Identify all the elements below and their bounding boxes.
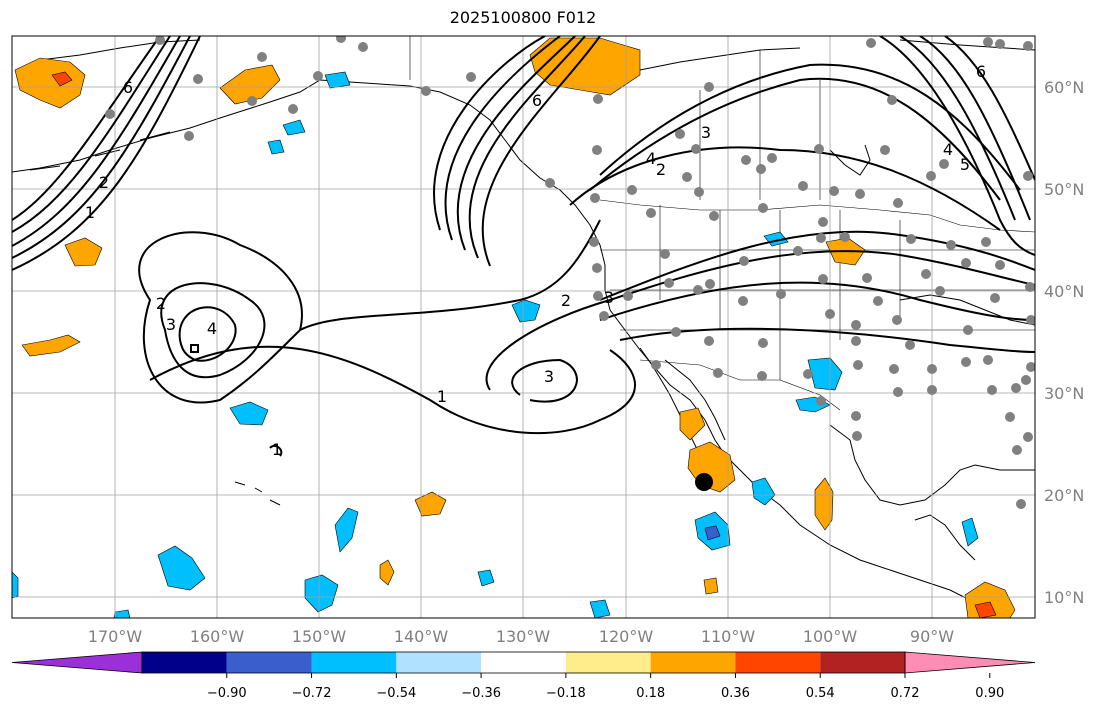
map-frame	[11, 35, 1036, 619]
colorbar-tick-label: 0.18	[636, 686, 665, 701]
colorbar-extend-min	[11, 651, 143, 674]
contour-label: 6	[532, 91, 542, 110]
contour-label: 3	[544, 367, 554, 386]
longitude-label: 140°W	[394, 627, 449, 646]
latitude-label: 20°N	[1044, 486, 1084, 505]
latitude-labels: 60°N 50°N 40°N 30°N 20°N 10°N	[1044, 78, 1084, 607]
colorbar-tick-label: 0.54	[806, 686, 835, 701]
longitude-label: 150°W	[292, 627, 347, 646]
colorbar-segment	[481, 652, 566, 673]
latitude-label: 30°N	[1044, 384, 1084, 403]
longitude-label: 90°W	[910, 627, 954, 646]
contour-label: 4	[207, 319, 217, 338]
map-title: 2025100800 F012	[449, 8, 597, 27]
contours	[12, 36, 1035, 457]
colorbar-tick-label: 0.72	[891, 686, 920, 701]
contour-label: 4	[646, 149, 656, 168]
longitude-label: 120°W	[599, 627, 654, 646]
colorbar-segment	[396, 652, 482, 673]
longitude-labels: 170°W 160°W 150°W 140°W 130°W 120°W 110°…	[88, 627, 954, 646]
colorbar-segment	[650, 652, 736, 673]
colorbar-segment	[226, 652, 312, 673]
colorbar-tick-label: −0.72	[292, 686, 332, 701]
longitude-label: 110°W	[701, 627, 756, 646]
colorbar-frame	[141, 651, 906, 674]
contour-label: 4	[943, 140, 953, 159]
latitude-label: 40°N	[1044, 282, 1084, 301]
longitude-label: 170°W	[88, 627, 143, 646]
colorbar-segment	[735, 652, 821, 673]
colorbar-tick-label: −0.90	[207, 686, 247, 701]
colorbar-segment	[820, 652, 905, 673]
longitude-label: 130°W	[496, 627, 551, 646]
contour-label: 2	[99, 173, 109, 192]
contour-label: 1	[437, 387, 447, 406]
longitude-label: 100°W	[803, 627, 858, 646]
latitude-label: 10°N	[1044, 588, 1084, 607]
contour-label: 6	[123, 78, 133, 97]
contour-label: 1	[85, 203, 95, 222]
longitude-label: 160°W	[190, 627, 245, 646]
contour-label: 1	[272, 440, 282, 459]
storm-center-marker	[695, 473, 713, 491]
colorbar-segment	[311, 652, 397, 673]
map-area: 1 2 6 6 2 3 4 1 2 3 3 3 4 2 6 4 5 1	[12, 36, 1035, 618]
colorbar-tick-label: −0.18	[546, 686, 586, 701]
anomaly-shading	[12, 37, 1016, 618]
colorbar-tick-label: 0.90	[975, 686, 1004, 701]
contour-label: 3	[604, 288, 614, 307]
contour-label: 2	[656, 160, 666, 179]
latitude-label: 60°N	[1044, 78, 1084, 97]
contour-label: 2	[561, 291, 571, 310]
colorbar-extend-max	[904, 651, 1036, 674]
colorbar-tick-label: −0.54	[376, 686, 416, 701]
contour-label: 3	[701, 123, 711, 142]
contour-label: 5	[960, 155, 970, 174]
contour-label: 3	[166, 315, 176, 334]
colorbar: −0.90 −0.72 −0.54 −0.36 −0.18 0.18 0.36 0.54 0.7…	[11, 651, 1036, 701]
colorbar-segment	[142, 652, 227, 673]
colorbar-segment	[565, 652, 651, 673]
station-markers	[105, 36, 1035, 509]
contour-labels: 1 2 6 6 2 3 4 1 2 3 3 3 4 2 6 4 5 1	[85, 62, 986, 459]
contour-label: 2	[156, 294, 166, 313]
coastlines	[12, 39, 1035, 618]
colorbar-tick-label: 0.36	[721, 686, 750, 701]
latitude-label: 50°N	[1044, 180, 1084, 199]
colorbar-tick-label: −0.36	[461, 686, 501, 701]
contour-label: 6	[976, 62, 986, 81]
